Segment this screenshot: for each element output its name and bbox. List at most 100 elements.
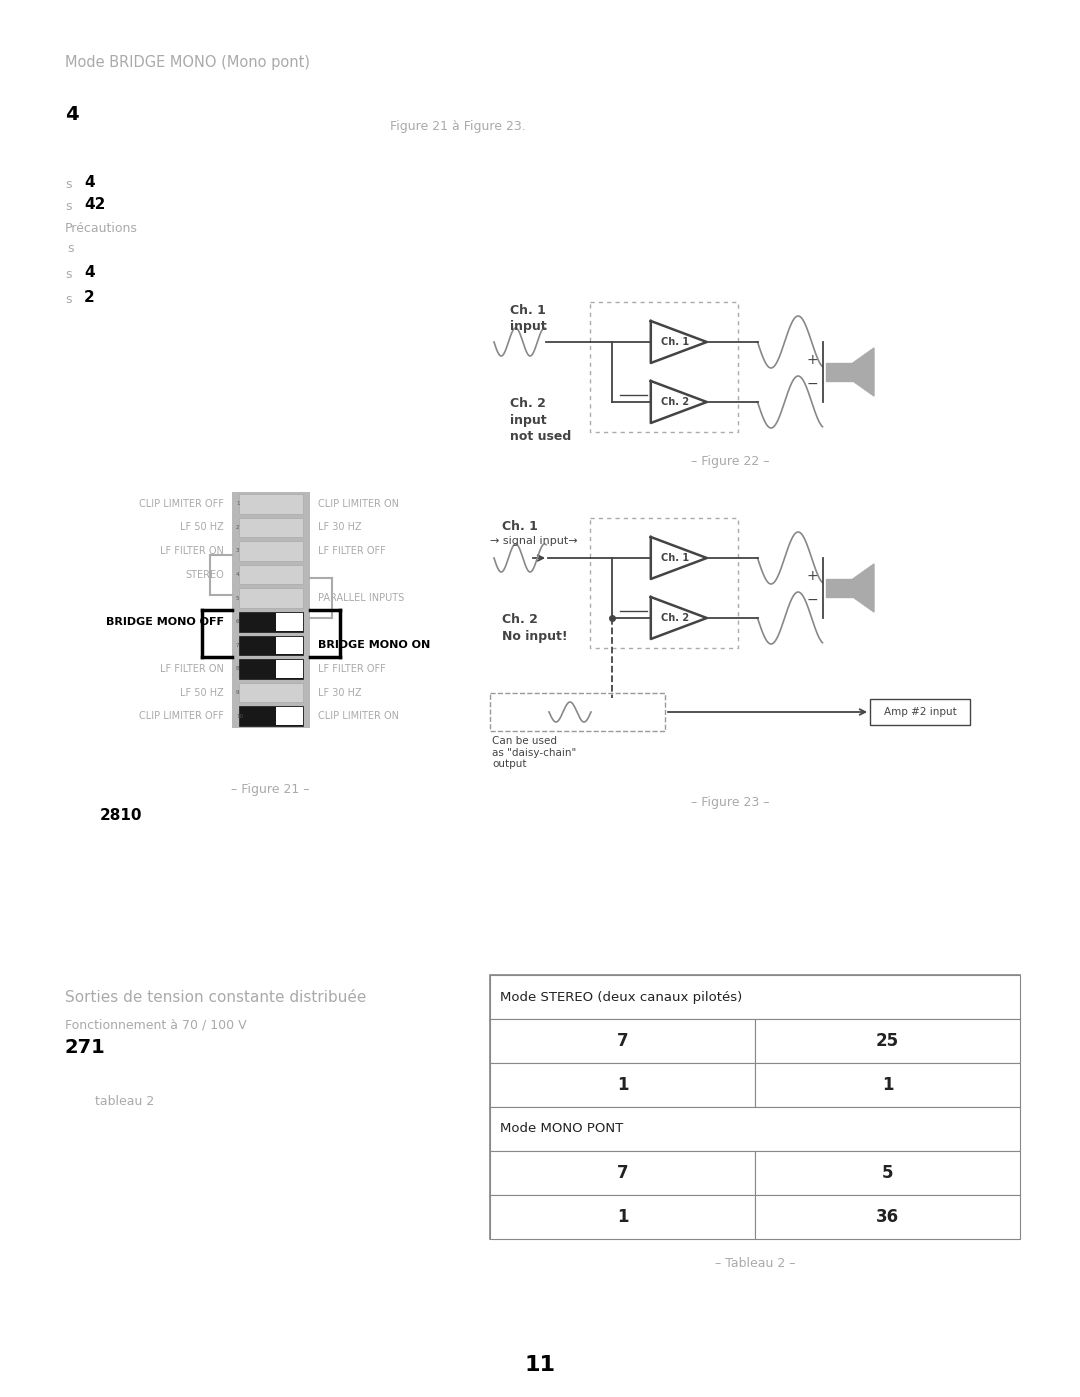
- Bar: [490, 1151, 755, 1194]
- Text: 11: 11: [525, 1355, 555, 1375]
- Text: – Figure 23 –: – Figure 23 –: [691, 796, 769, 809]
- Text: LF FILTER ON: LF FILTER ON: [160, 664, 224, 673]
- Bar: [239, 612, 303, 631]
- Text: 6: 6: [237, 619, 240, 624]
- Text: Ch. 2: Ch. 2: [661, 613, 689, 623]
- Text: CLIP LIMITER OFF: CLIP LIMITER OFF: [139, 499, 224, 509]
- Text: 8: 8: [237, 666, 240, 672]
- Text: 36: 36: [876, 1208, 899, 1227]
- Text: Précautions: Précautions: [65, 222, 138, 235]
- Text: LF 30 HZ: LF 30 HZ: [318, 687, 362, 697]
- Bar: [276, 613, 303, 630]
- Bar: [490, 975, 1020, 1018]
- Text: Ch. 2: Ch. 2: [510, 397, 545, 409]
- Bar: [755, 1063, 1020, 1106]
- Text: input: input: [510, 414, 546, 427]
- Text: LF FILTER OFF: LF FILTER OFF: [318, 546, 386, 556]
- Bar: [232, 492, 310, 728]
- Bar: [239, 541, 303, 560]
- Text: s: s: [65, 200, 71, 212]
- Text: 5: 5: [237, 595, 240, 601]
- Text: 1: 1: [237, 502, 240, 506]
- Bar: [490, 693, 665, 731]
- Bar: [490, 1194, 755, 1239]
- Text: – Tableau 2 –: – Tableau 2 –: [715, 1257, 795, 1270]
- Text: Ch. 2: Ch. 2: [661, 397, 689, 407]
- Text: s: s: [65, 268, 71, 281]
- Text: 7: 7: [617, 1164, 629, 1182]
- Text: 4: 4: [65, 105, 79, 124]
- Polygon shape: [826, 363, 852, 380]
- Text: No input!: No input!: [502, 630, 568, 643]
- Text: 3: 3: [237, 549, 240, 553]
- Text: 7: 7: [237, 643, 240, 648]
- Text: BRIDGE MONO ON: BRIDGE MONO ON: [318, 640, 430, 651]
- Text: Ch. 1: Ch. 1: [510, 305, 545, 317]
- Text: 7: 7: [617, 1032, 629, 1051]
- Text: LF 50 HZ: LF 50 HZ: [180, 522, 224, 532]
- Text: 4: 4: [237, 573, 240, 577]
- Text: +: +: [806, 353, 818, 367]
- Bar: [490, 1018, 755, 1063]
- Bar: [239, 518, 303, 538]
- Bar: [239, 707, 303, 726]
- Bar: [755, 1018, 1020, 1063]
- Text: input: input: [510, 320, 546, 332]
- Text: 1: 1: [617, 1208, 629, 1227]
- Bar: [590, 518, 738, 648]
- Text: Mode STEREO (deux canaux pilotés): Mode STEREO (deux canaux pilotés): [500, 990, 742, 1003]
- Bar: [870, 698, 970, 725]
- Bar: [490, 1106, 1020, 1151]
- Bar: [239, 659, 303, 679]
- Bar: [755, 1151, 1020, 1194]
- Text: LF FILTER ON: LF FILTER ON: [160, 546, 224, 556]
- Bar: [239, 683, 303, 703]
- Text: Can be used
as "daisy-chain"
output: Can be used as "daisy-chain" output: [492, 736, 577, 770]
- Text: 4: 4: [84, 175, 95, 190]
- Text: Fonctionnement à 70 / 100 V: Fonctionnement à 70 / 100 V: [65, 1018, 246, 1031]
- Text: tableau 2: tableau 2: [95, 1095, 154, 1108]
- Bar: [590, 302, 738, 432]
- Bar: [239, 564, 303, 584]
- Text: −: −: [806, 377, 818, 391]
- Text: CLIP LIMITER OFF: CLIP LIMITER OFF: [139, 711, 224, 721]
- Bar: [490, 1063, 755, 1106]
- Text: – Figure 22 –: – Figure 22 –: [691, 455, 769, 468]
- Text: Amp #2 input: Amp #2 input: [883, 707, 957, 717]
- Text: PARALLEL INPUTS: PARALLEL INPUTS: [318, 594, 404, 604]
- Bar: [755, 1194, 1020, 1239]
- Text: Mode MONO PONT: Mode MONO PONT: [500, 1123, 623, 1136]
- Text: 5: 5: [881, 1164, 893, 1182]
- Text: 2810: 2810: [100, 807, 143, 823]
- Text: 271: 271: [65, 1038, 106, 1058]
- Text: Ch. 1: Ch. 1: [502, 520, 538, 534]
- Polygon shape: [852, 348, 874, 395]
- Text: s: s: [65, 177, 71, 191]
- Text: CLIP LIMITER ON: CLIP LIMITER ON: [318, 499, 399, 509]
- Text: 4: 4: [84, 265, 95, 279]
- Bar: [239, 588, 303, 608]
- Text: not used: not used: [510, 430, 571, 443]
- Bar: [276, 661, 303, 678]
- Text: CLIP LIMITER ON: CLIP LIMITER ON: [318, 711, 399, 721]
- Text: Mode BRIDGE MONO (Mono pont): Mode BRIDGE MONO (Mono pont): [65, 54, 310, 70]
- Text: 1: 1: [617, 1076, 629, 1094]
- Text: LF FILTER OFF: LF FILTER OFF: [318, 664, 386, 673]
- Text: 10: 10: [237, 714, 243, 718]
- Text: s: s: [67, 242, 73, 256]
- Text: 2: 2: [84, 291, 95, 305]
- Bar: [276, 637, 303, 654]
- Text: STEREO: STEREO: [186, 570, 224, 580]
- Text: 42: 42: [84, 197, 106, 212]
- Bar: [239, 636, 303, 655]
- Text: LF 30 HZ: LF 30 HZ: [318, 522, 362, 532]
- Text: – Figure 21 –: – Figure 21 –: [231, 782, 309, 796]
- Text: 25: 25: [876, 1032, 899, 1051]
- Polygon shape: [826, 580, 852, 597]
- Text: Ch. 1: Ch. 1: [661, 553, 689, 563]
- Text: −: −: [806, 592, 818, 608]
- Text: Sorties de tension constante distribuée: Sorties de tension constante distribuée: [65, 990, 366, 1004]
- Text: 2: 2: [237, 525, 240, 529]
- Text: BRIDGE MONO OFF: BRIDGE MONO OFF: [106, 617, 224, 627]
- Text: → signal input→: → signal input→: [490, 536, 578, 546]
